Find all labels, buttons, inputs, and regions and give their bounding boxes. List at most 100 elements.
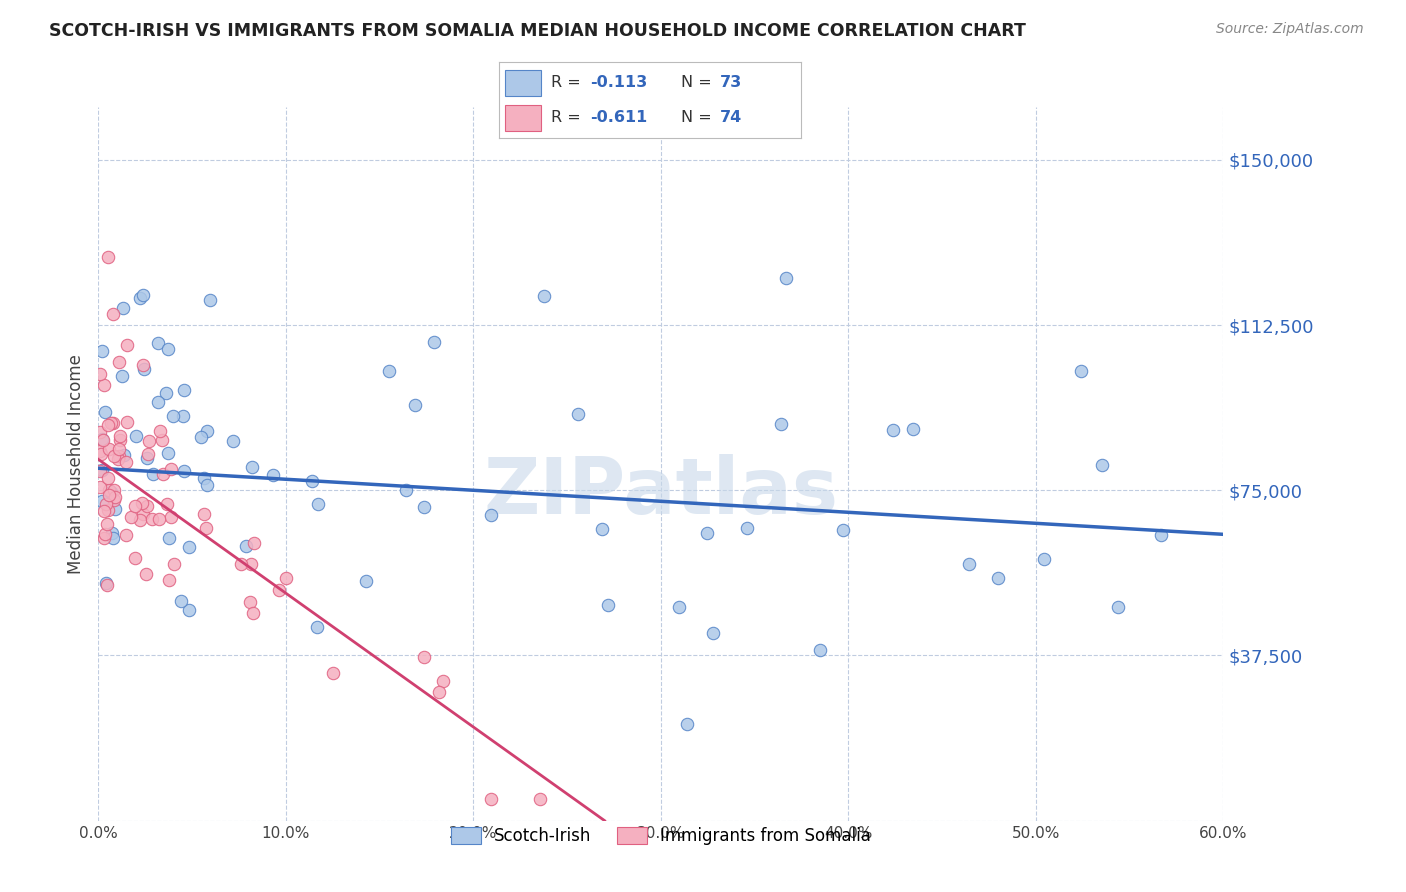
Text: 74: 74 — [720, 111, 742, 125]
Point — [97, 483, 120, 497]
Text: N =: N = — [681, 76, 717, 90]
Point — [157, 531, 180, 545]
Point — [479, 791, 502, 805]
Point — [97, 250, 120, 264]
Point — [125, 429, 148, 443]
Point — [163, 558, 186, 572]
Point — [156, 497, 179, 511]
Text: R =: R = — [551, 111, 585, 125]
Point — [89, 425, 111, 440]
Point — [394, 483, 416, 497]
Point — [89, 443, 111, 458]
Point — [103, 307, 125, 321]
Point — [115, 338, 138, 352]
Point — [89, 367, 111, 381]
Point — [987, 571, 1010, 585]
Point — [91, 433, 114, 447]
Point — [1149, 528, 1171, 542]
Point — [97, 503, 120, 517]
Point — [146, 335, 169, 350]
Point — [162, 409, 184, 423]
Text: -0.611: -0.611 — [591, 111, 647, 125]
Point — [190, 430, 212, 444]
Point — [808, 643, 831, 657]
Point — [235, 539, 257, 553]
Point — [93, 504, 115, 518]
Point — [173, 384, 195, 398]
Point — [193, 508, 215, 522]
Point — [155, 386, 177, 401]
Point — [141, 512, 163, 526]
Point — [156, 446, 179, 460]
Point — [98, 488, 121, 502]
Point — [97, 471, 120, 485]
Point — [128, 513, 150, 527]
Point — [598, 599, 620, 613]
Point — [132, 358, 155, 372]
Point — [148, 512, 170, 526]
Point — [93, 531, 115, 545]
Point — [831, 523, 853, 537]
Point — [356, 574, 378, 588]
Point — [115, 528, 138, 542]
Point — [307, 619, 329, 633]
Point — [668, 600, 690, 615]
Point — [903, 422, 925, 436]
Point — [115, 415, 138, 429]
Point — [231, 558, 253, 572]
Point — [195, 520, 218, 534]
Point — [413, 650, 436, 665]
Point — [112, 301, 135, 315]
Point — [100, 484, 122, 499]
Point — [94, 405, 117, 419]
Point — [108, 355, 131, 369]
Point — [197, 478, 219, 492]
Point — [107, 442, 129, 457]
Point — [91, 463, 114, 477]
Point — [200, 293, 222, 307]
Point — [276, 570, 298, 584]
Point — [242, 606, 264, 620]
Point — [124, 499, 146, 513]
Legend: Scotch-Irish, Immigrants from Somalia: Scotch-Irish, Immigrants from Somalia — [444, 820, 877, 852]
Point — [142, 467, 165, 481]
Point — [149, 424, 172, 438]
Point — [97, 442, 120, 456]
Point — [156, 343, 179, 357]
Text: R =: R = — [551, 76, 585, 90]
Point — [702, 625, 724, 640]
Point — [307, 497, 329, 511]
Point — [89, 464, 111, 478]
Point — [108, 434, 131, 448]
Point — [136, 447, 159, 461]
FancyBboxPatch shape — [505, 70, 541, 95]
Point — [150, 434, 173, 448]
Point — [240, 460, 263, 475]
Point — [676, 716, 699, 731]
Point — [124, 551, 146, 566]
Point — [100, 526, 122, 541]
FancyBboxPatch shape — [505, 105, 541, 130]
Point — [770, 417, 793, 431]
Point — [93, 527, 115, 541]
Point — [108, 428, 131, 442]
Point — [775, 271, 797, 285]
Point — [423, 334, 446, 349]
Point — [111, 368, 134, 383]
Point — [136, 451, 159, 466]
Point — [103, 450, 125, 464]
Point — [114, 455, 136, 469]
Point — [135, 567, 157, 582]
Point — [240, 557, 263, 571]
Point — [172, 409, 194, 423]
Point — [193, 471, 215, 485]
Point — [112, 448, 135, 462]
Point — [131, 495, 153, 509]
Point — [159, 462, 181, 476]
Text: Source: ZipAtlas.com: Source: ZipAtlas.com — [1216, 22, 1364, 37]
Point — [170, 594, 193, 608]
Text: N =: N = — [681, 111, 717, 125]
Point — [120, 510, 142, 524]
Point — [93, 377, 115, 392]
Point — [479, 508, 502, 522]
